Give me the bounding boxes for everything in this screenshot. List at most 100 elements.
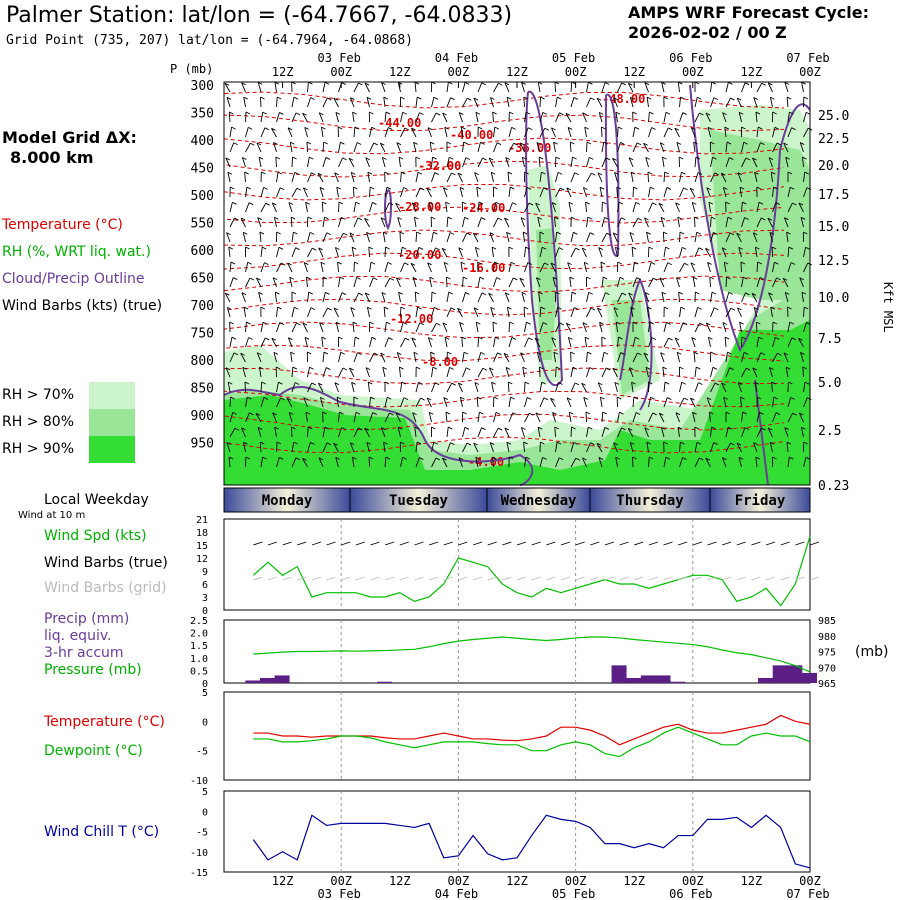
wind-barb: [226, 307, 231, 318]
wind-barb-flag: [538, 156, 544, 160]
wind-barb-flag: [759, 277, 765, 280]
wind-barb: [800, 427, 804, 438]
wind-barb-flag: [573, 97, 579, 100]
wind-barb-flag: [528, 337, 533, 341]
wind-barb: [229, 352, 235, 363]
wind-barb-flag: [666, 321, 671, 325]
wind-barb-flag: [800, 142, 805, 145]
wind-barb: [555, 366, 557, 378]
wind-barb-flag: [754, 381, 760, 385]
wind-barb-flag: [434, 172, 439, 175]
wind-barb: [612, 367, 618, 378]
wind-barb: [586, 173, 592, 183]
wind-barb-flag: [693, 351, 699, 355]
top-time-tick: 12Z: [389, 65, 411, 79]
wind-barb-flag: [784, 427, 789, 430]
wind-barb-flag: [231, 126, 236, 130]
wind-barb: [798, 412, 804, 423]
wind-barb: [338, 277, 341, 288]
wind-barb: [648, 202, 653, 213]
wind-barb: [741, 82, 746, 93]
wind-barb: [537, 217, 541, 228]
wind-barb: [399, 367, 401, 378]
wind-barb: [803, 187, 808, 198]
panel-y-tick: -10: [190, 776, 208, 787]
wind-barb: [692, 277, 696, 288]
wind-barb: [772, 353, 778, 363]
wind-barb-flag: [431, 426, 436, 430]
wind-barb-flag: [695, 291, 700, 295]
wind-barb-flag: [318, 457, 324, 461]
wind-barb: [474, 247, 479, 258]
wind-barb-flag: [474, 172, 479, 176]
wind-barb-flag: [523, 231, 528, 235]
surface-wind-barb: [721, 541, 732, 546]
wind-barb-flag: [586, 141, 592, 145]
wind-barb: [803, 247, 807, 258]
dewpoint-line: [253, 726, 811, 758]
surface-wind-barb: [297, 541, 307, 546]
wind-barb: [785, 157, 789, 168]
wind-barb: [800, 352, 804, 363]
wind-barb: [694, 112, 700, 123]
wind-barb: [601, 411, 604, 423]
wind-barb: [322, 367, 327, 378]
wind-barb-flag: [351, 246, 357, 250]
wind-barb-flag: [507, 306, 512, 310]
wind-barb: [521, 82, 525, 93]
wind-barb-flag: [415, 366, 421, 370]
wind-barb-flag: [664, 171, 669, 175]
wind-barb: [462, 142, 465, 153]
surface-wind-barb: [809, 541, 820, 546]
wind-barb: [709, 276, 711, 288]
grid-wind-barb: [311, 576, 322, 581]
wind-barb: [708, 202, 711, 213]
wind-barb: [599, 187, 603, 198]
precip-bar: [772, 665, 788, 683]
wind-barb: [536, 142, 541, 153]
wind-barb: [736, 233, 742, 243]
wind-barb: [472, 232, 479, 243]
wind-barb-flag: [276, 231, 281, 235]
pressure-tick: 970: [818, 663, 836, 674]
wind-barb-flag: [637, 352, 642, 356]
wind-barb-flag: [739, 111, 744, 115]
wind-barb: [256, 142, 262, 153]
grid-wind-barb: [341, 576, 351, 581]
wind-barb: [338, 201, 340, 213]
wind-barb-flag: [652, 412, 657, 416]
wind-barb: [365, 367, 370, 378]
wind-barb-flag: [505, 157, 510, 160]
wind-barb: [799, 277, 804, 288]
wind-barb: [338, 367, 344, 378]
panel-y-tick: 0: [202, 807, 208, 818]
wind-barb: [586, 367, 591, 378]
wind-barb: [369, 262, 372, 273]
grid-wind-barb: [487, 576, 497, 581]
wind-barb: [601, 427, 606, 438]
pressure-line: [253, 636, 811, 673]
grid-wind-barb: [721, 576, 732, 581]
wind-barb: [555, 307, 559, 318]
legend-temperature: Temperature (°C): [2, 217, 123, 233]
wind-barb-flag: [668, 337, 673, 341]
wind-barb-flag: [614, 381, 620, 385]
wind-barb-flag: [388, 337, 393, 341]
wind-barb-flag: [612, 367, 618, 371]
wind-barb-flag: [415, 156, 421, 160]
wind-barb: [384, 127, 389, 138]
temp-contour-0: [223, 91, 785, 109]
wind-barb-flag: [513, 142, 518, 146]
wind-barb-flag: [572, 156, 577, 160]
wind-barb-flag: [260, 306, 266, 310]
wind-barb: [803, 172, 806, 183]
wind-barb: [317, 173, 324, 183]
surface-wind-barb: [502, 541, 512, 546]
wind-barb-flag: [584, 261, 589, 265]
grid-wind-barb: [809, 576, 820, 581]
wind-barb-flag: [570, 141, 575, 145]
wind-barb: [725, 217, 729, 228]
wind-barb: [645, 367, 649, 378]
wind-barb: [617, 352, 622, 363]
wind-barb: [738, 457, 742, 468]
